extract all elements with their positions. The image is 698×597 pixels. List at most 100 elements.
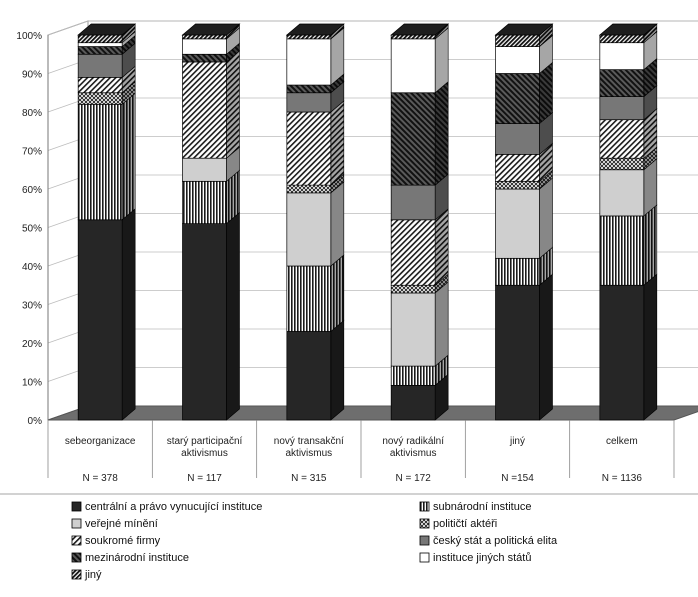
bar-side-shade bbox=[330, 74, 344, 93]
bar-side-shade bbox=[435, 281, 449, 367]
legend-swatch bbox=[419, 518, 430, 529]
bar-side-shade bbox=[330, 81, 344, 112]
bar-segment bbox=[286, 34, 332, 40]
bar-side-shade bbox=[226, 27, 240, 55]
legend-item: subnárodní instituce bbox=[419, 501, 531, 513]
bar-side-shade bbox=[539, 143, 553, 182]
category-label: celkem bbox=[606, 436, 638, 447]
bar-segment bbox=[495, 46, 540, 74]
bar-side-shade bbox=[330, 174, 344, 193]
bar-segment bbox=[495, 188, 540, 259]
bar-side-shade bbox=[435, 81, 449, 186]
bar-side-shade bbox=[330, 255, 344, 332]
legend-label: centrální a právo vynucující instituce bbox=[85, 501, 262, 513]
bar-side-shade bbox=[226, 212, 240, 420]
bar-side-shade bbox=[122, 24, 136, 43]
legend-item: jiný bbox=[71, 569, 102, 581]
legend-label: mezinárodní instituce bbox=[85, 552, 189, 564]
bar-segment bbox=[77, 92, 123, 105]
bar-top bbox=[598, 23, 658, 36]
category-label: starý participační aktivismus bbox=[167, 436, 243, 459]
bar-side-shade bbox=[226, 50, 240, 159]
bar-segment bbox=[182, 223, 227, 421]
legend-swatch bbox=[71, 569, 82, 580]
bar-segment bbox=[286, 265, 332, 332]
bar-side-shade bbox=[643, 31, 657, 70]
bar-segment bbox=[495, 154, 540, 182]
bar-side-shade bbox=[539, 112, 553, 155]
legend-swatch bbox=[419, 535, 430, 546]
bar-segment bbox=[599, 169, 645, 217]
bar-segment bbox=[495, 34, 540, 47]
y-tick-label: 80% bbox=[22, 108, 42, 119]
bar-side-shade bbox=[643, 108, 657, 159]
n-label: N = 172 bbox=[396, 473, 432, 484]
bar-top bbox=[181, 23, 241, 36]
y-tick-label: 70% bbox=[22, 147, 42, 158]
bars bbox=[77, 23, 658, 421]
legend-item: centrální a právo vynucující instituce bbox=[71, 501, 262, 513]
y-tick-label: 60% bbox=[22, 185, 42, 196]
bar-segment bbox=[495, 257, 540, 286]
bar-side-shade bbox=[643, 204, 657, 286]
bar-side-shade bbox=[435, 274, 449, 293]
bar-segment bbox=[599, 34, 645, 44]
bar-side-shade bbox=[539, 274, 553, 420]
y-tick-label: 90% bbox=[22, 70, 42, 81]
bar-segment bbox=[599, 96, 645, 121]
bar-segment bbox=[390, 92, 436, 186]
y-tick-label: 50% bbox=[22, 224, 42, 235]
bar-segment bbox=[599, 42, 645, 71]
bar-side-shade bbox=[122, 31, 136, 47]
bar-side-shade bbox=[643, 147, 657, 170]
bar-side-shade bbox=[330, 181, 344, 266]
bar-side-shade bbox=[643, 58, 657, 97]
bar-side-shade bbox=[330, 24, 344, 39]
n-label: N =154 bbox=[501, 473, 534, 484]
bar-segment bbox=[599, 215, 645, 286]
y-tick-label: 100% bbox=[16, 31, 42, 42]
bar-segment bbox=[182, 61, 227, 159]
bar-segment bbox=[77, 219, 123, 421]
bar-stack bbox=[77, 23, 137, 421]
bar-segment bbox=[599, 157, 645, 171]
n-label: N = 315 bbox=[291, 473, 327, 484]
bar-segment bbox=[495, 123, 540, 155]
bar-side-shade bbox=[643, 274, 657, 420]
bar-segment bbox=[286, 111, 332, 186]
legend-label: političtí aktéři bbox=[433, 518, 497, 530]
legend-swatch bbox=[71, 535, 82, 546]
bar-side-shade bbox=[539, 24, 553, 47]
legend-label: jiný bbox=[84, 569, 102, 581]
category-label: jiný bbox=[509, 436, 525, 447]
bar-side-shade bbox=[435, 24, 449, 39]
bar-side-shade bbox=[330, 101, 344, 186]
n-label: N = 378 bbox=[83, 473, 119, 484]
bar-segment bbox=[77, 42, 123, 47]
bar-stack bbox=[285, 23, 345, 421]
bar-segment bbox=[390, 292, 436, 367]
bar-side-shade bbox=[435, 374, 449, 420]
bar-side-shade bbox=[330, 320, 344, 420]
bar-side-shade bbox=[539, 247, 553, 286]
bar-side-shade bbox=[122, 66, 136, 93]
bar-top bbox=[285, 23, 345, 36]
legend-label: subnárodní instituce bbox=[433, 501, 531, 513]
bar-segment bbox=[495, 73, 540, 124]
gridline bbox=[47, 20, 698, 36]
legend-item: veřejné mínění bbox=[71, 518, 158, 530]
bar-side-shade bbox=[539, 170, 553, 189]
bar-segment bbox=[599, 284, 645, 421]
bar-segment bbox=[390, 219, 436, 286]
legend-label: veřejné mínění bbox=[85, 518, 158, 530]
bar-side-shade bbox=[539, 178, 553, 259]
y-tick-label: 40% bbox=[22, 262, 42, 273]
legend: centrální a právo vynucující instituce su… bbox=[71, 501, 558, 581]
bar-segment bbox=[77, 46, 123, 55]
legend-label: soukromé firmy bbox=[85, 535, 161, 547]
bar-segment bbox=[77, 34, 123, 44]
bar-side-shade bbox=[122, 35, 136, 55]
bar-side-shade bbox=[330, 27, 344, 86]
bar-segment bbox=[599, 69, 645, 97]
